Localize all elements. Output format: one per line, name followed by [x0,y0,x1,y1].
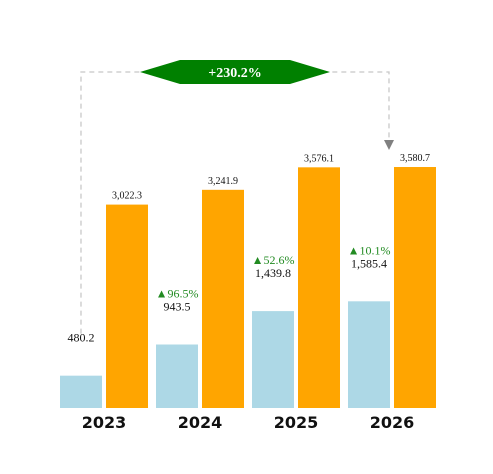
total-change-label: +230.2% [208,66,261,81]
base-bar-2023 [60,375,102,408]
base-value-label-2026: 1,585.4 [351,256,387,270]
total-bar-2026 [394,167,436,408]
base-bar-2025 [252,311,294,408]
base-bar-2026 [348,301,390,408]
total-change-badge [140,60,330,84]
base-value-label-2023: 480.2 [68,331,95,345]
category-label-2024: 2024 [178,413,223,432]
total-value-label-2023: 3,022.3 [112,191,142,202]
total-bar-2023 [106,204,148,408]
change-connector: +230.2% [80,60,394,334]
growth-label-2025: ▲52.6% [252,253,295,267]
base-value-label-2024: 943.5 [164,300,191,314]
growth-label-2024: ▲96.5% [156,287,199,301]
category-label-2025: 2025 [274,413,319,432]
category-label-2026: 2026 [370,413,415,432]
bars [60,167,436,408]
growth-label-2026: ▲10.1% [348,243,391,257]
total-bar-2024 [202,189,244,408]
category-label-2023: 2023 [82,413,127,432]
total-bar-2025 [298,167,340,408]
base-bar-2024 [156,344,198,408]
labels: 480.2 3,022.3 2023 943.5 3,241.9 ▲96.5% 2024 1,… [68,153,431,432]
total-value-label-2025: 3,576.1 [304,153,334,164]
connector-arrowhead [384,140,394,150]
base-value-label-2025: 1,439.8 [255,266,291,280]
total-value-label-2024: 3,241.9 [208,176,238,187]
total-value-label-2026: 3,580.7 [400,153,430,164]
